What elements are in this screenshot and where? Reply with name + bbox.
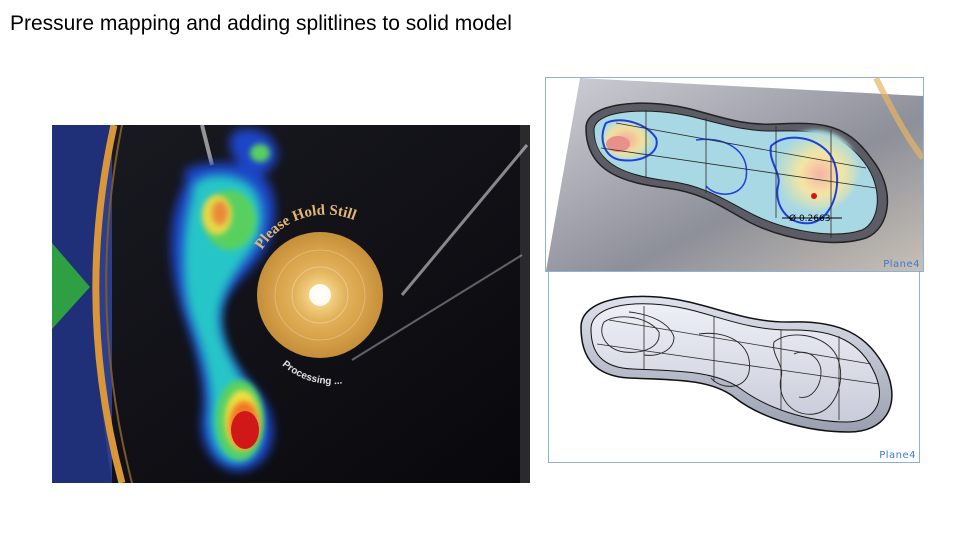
plane-label: Plane4 bbox=[883, 259, 920, 270]
slide-title: Pressure mapping and adding splitlines t… bbox=[10, 12, 512, 35]
pressure-map-photo: Please Hold Still Processing ... bbox=[52, 125, 530, 483]
green-arrow-icon bbox=[52, 243, 90, 329]
insole-model-splitlines bbox=[580, 295, 893, 433]
insole-model: Ø 0.2663 bbox=[585, 102, 889, 244]
plane-label: Plane4 bbox=[879, 450, 916, 461]
cad-view-splitlines: Plane4 bbox=[548, 271, 920, 463]
cad-view-pressure-overlay: Ø 0.2663 Plane4 bbox=[545, 77, 924, 272]
footprint-heatmap bbox=[171, 128, 277, 471]
diameter-dimension: Ø 0.2663 bbox=[789, 213, 830, 224]
